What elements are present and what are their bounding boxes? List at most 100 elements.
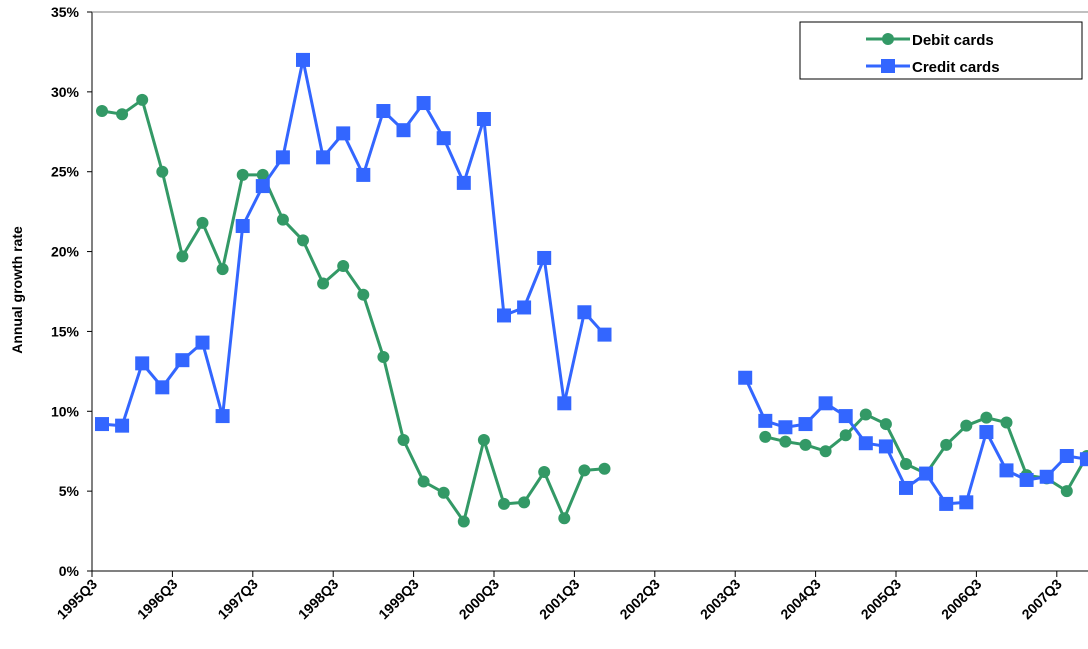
data-point-credit [738,370,753,385]
data-point-credit [577,305,592,320]
data-point-debit [317,277,330,290]
data-point-credit [456,175,471,190]
data-point-debit [819,445,832,458]
data-point-credit [1039,469,1054,484]
data-point-debit [256,168,269,181]
data-point-credit [758,413,773,428]
x-tick-label: 1995Q3 [54,576,101,623]
data-point-debit [357,288,370,301]
data-point-credit [356,167,371,182]
data-point-credit [557,396,572,411]
data-point-debit [417,475,430,488]
data-point-credit [95,417,109,432]
data-point-debit [457,515,470,528]
data-point-debit [276,213,289,226]
x-tick-label: 2000Q3 [456,576,503,623]
data-point-credit [336,126,351,141]
data-point-debit [216,263,229,276]
legend-box [799,21,1083,80]
data-point-credit [979,425,994,440]
data-point-credit [798,417,813,432]
data-point-credit [275,150,290,165]
data-point-debit [900,457,912,470]
x-tick-label: 2004Q3 [777,576,824,623]
y-tick-label: 15% [51,323,80,339]
data-point-credit [296,52,310,67]
data-point-debit [558,512,571,525]
data-point-debit [1000,416,1013,429]
x-tick-label: 2007Q3 [1018,576,1065,623]
data-point-credit [1059,449,1074,464]
data-point-debit [859,408,872,421]
data-point-debit [839,429,852,442]
data-point-credit [497,308,511,323]
data-point-debit [1060,485,1073,498]
data-point-credit [939,496,954,511]
data-point-debit [437,486,450,499]
x-tick-label: 1998Q3 [295,576,342,623]
y-tick-label: 30% [51,84,80,100]
data-point-debit [779,435,792,448]
data-point-credit [476,112,491,127]
data-point-credit [858,436,873,451]
x-tick-label: 2001Q3 [536,576,583,623]
y-ticks: 0% 5% 10% 15% 20% 25% 30% 35% [51,4,92,579]
data-point-debit [236,168,249,181]
data-point-credit [818,396,833,411]
data-point-credit [376,104,391,119]
data-point-debit [799,438,812,451]
data-point-debit [196,216,209,229]
data-point-debit [940,438,953,451]
data-point-credit [396,123,411,138]
data-point-debit [297,234,309,247]
data-point-credit [778,420,793,435]
x-ticks: 1995Q3 1996Q3 1997Q3 1998Q3 1999Q3 2000Q3 2001… [54,571,1065,622]
x-tick-label: 2005Q3 [858,576,905,623]
data-point-credit [215,409,230,424]
data-point-credit [919,466,934,481]
data-point-debit [759,430,772,443]
data-point-debit [518,496,531,509]
series-line-credit [101,58,606,428]
data-point-debit [176,250,189,263]
series-layer [95,52,1088,528]
data-point-credit [135,356,150,371]
data-point-debit [879,418,892,431]
data-point-credit [175,353,190,368]
series-line-credit [743,377,1088,506]
legend-label-debit: Debit cards [912,32,994,49]
legend-marker-credit [881,59,895,73]
x-tick-label: 2002Q3 [616,576,663,623]
data-point-debit [337,259,350,272]
y-tick-label: 35% [51,4,80,20]
legend-label-credit: Credit cards [912,59,1000,76]
data-point-credit [1079,452,1088,467]
data-point-debit [377,350,390,363]
data-point-credit [899,480,913,495]
data-point-credit [1019,472,1034,487]
data-point-debit [960,419,973,432]
legend-marker-debit [882,33,894,45]
data-point-credit [416,96,431,111]
series-debit [96,93,1088,528]
data-point-debit [397,434,410,447]
data-point-credit [537,250,552,265]
data-point-debit [116,108,129,121]
data-point-credit [316,150,331,165]
y-tick-label: 20% [51,244,80,260]
data-point-debit [980,411,993,424]
y-axis-title: Annual growth rate [9,226,25,354]
data-point-debit [156,165,169,178]
y-tick-label: 10% [51,403,80,419]
data-point-credit [115,418,130,433]
series-credit [95,52,1088,511]
data-point-credit [597,327,612,342]
y-tick-label: 25% [51,164,80,180]
data-point-credit [878,439,893,454]
data-point-debit [578,464,591,477]
x-tick-label: 2003Q3 [697,576,744,623]
x-tick-label: 2006Q3 [938,576,985,623]
x-tick-label: 1999Q3 [375,576,422,623]
data-point-credit [436,131,451,146]
